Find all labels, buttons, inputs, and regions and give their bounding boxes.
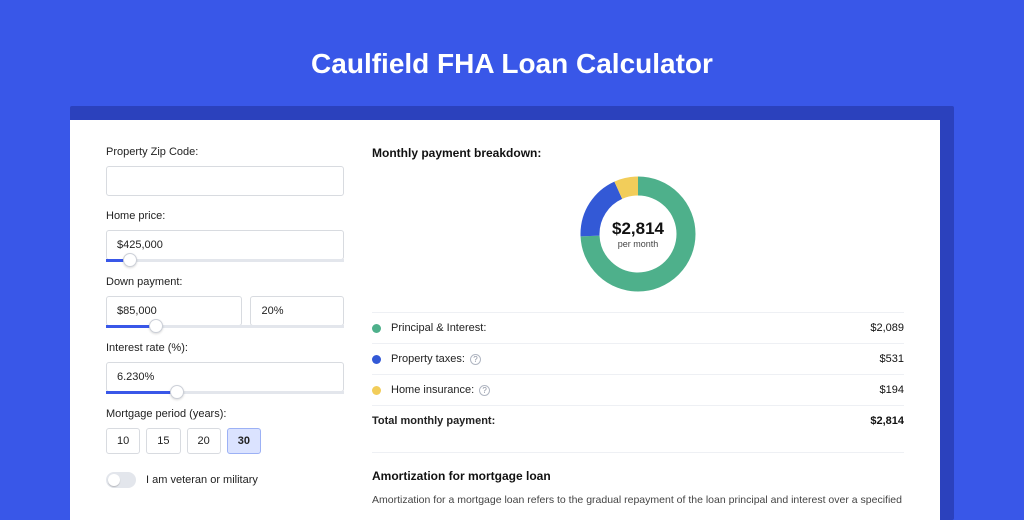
amortization-heading: Amortization for mortgage loan bbox=[372, 452, 904, 483]
breakdown-label-insurance-text: Home insurance: bbox=[391, 384, 474, 396]
down-payment-amount-input[interactable] bbox=[106, 296, 242, 326]
veteran-label: I am veteran or military bbox=[146, 474, 258, 486]
donut-center: $2,814 per month bbox=[612, 219, 664, 249]
calculator-card: Property Zip Code: Home price: Down paym… bbox=[70, 120, 940, 520]
interest-rate-input[interactable] bbox=[106, 362, 344, 392]
info-icon[interactable]: ? bbox=[479, 385, 490, 396]
info-icon[interactable]: ? bbox=[470, 354, 481, 365]
breakdown-value-taxes: $531 bbox=[880, 353, 904, 365]
breakdown-heading: Monthly payment breakdown: bbox=[372, 146, 904, 160]
amortization-body: Amortization for a mortgage loan refers … bbox=[372, 493, 904, 509]
interest-rate-group: Interest rate (%): bbox=[106, 342, 344, 394]
dot-taxes bbox=[372, 355, 381, 364]
page-title: Caulfield FHA Loan Calculator bbox=[0, 0, 1024, 106]
breakdown-label-insurance: Home insurance: ? bbox=[391, 384, 880, 396]
home-price-group: Home price: bbox=[106, 210, 344, 262]
payment-donut: $2,814 per month bbox=[578, 174, 698, 294]
down-payment-group: Down payment: bbox=[106, 276, 344, 328]
dot-principal bbox=[372, 324, 381, 333]
breakdown-label-principal: Principal & Interest: bbox=[391, 322, 870, 334]
breakdown-row-taxes: Property taxes: ? $531 bbox=[372, 343, 904, 374]
interest-rate-slider-thumb[interactable] bbox=[170, 385, 184, 399]
interest-rate-slider[interactable] bbox=[106, 391, 344, 394]
breakdown-value-insurance: $194 bbox=[880, 384, 904, 396]
breakdown-label-taxes: Property taxes: ? bbox=[391, 353, 880, 365]
down-payment-slider[interactable] bbox=[106, 325, 344, 328]
home-price-input[interactable] bbox=[106, 230, 344, 260]
dot-insurance bbox=[372, 386, 381, 395]
breakdown-row-insurance: Home insurance: ? $194 bbox=[372, 374, 904, 405]
home-price-slider-thumb[interactable] bbox=[123, 253, 137, 267]
period-group: Mortgage period (years): 10 15 20 30 bbox=[106, 408, 344, 454]
home-price-label: Home price: bbox=[106, 210, 344, 222]
down-payment-slider-thumb[interactable] bbox=[149, 319, 163, 333]
down-payment-pct-input[interactable] bbox=[250, 296, 344, 326]
breakdown-row-principal: Principal & Interest: $2,089 bbox=[372, 312, 904, 343]
breakdown-label-total: Total monthly payment: bbox=[372, 415, 870, 427]
donut-wrap: $2,814 per month bbox=[372, 174, 904, 294]
zip-label: Property Zip Code: bbox=[106, 146, 344, 158]
home-price-slider[interactable] bbox=[106, 259, 344, 262]
results-column: Monthly payment breakdown: $2,814 per mo… bbox=[372, 146, 904, 494]
period-btn-30[interactable]: 30 bbox=[227, 428, 261, 454]
zip-input[interactable] bbox=[106, 166, 344, 196]
period-btn-10[interactable]: 10 bbox=[106, 428, 140, 454]
breakdown-value-principal: $2,089 bbox=[870, 322, 904, 334]
period-label: Mortgage period (years): bbox=[106, 408, 344, 420]
outer-card: Property Zip Code: Home price: Down paym… bbox=[70, 106, 954, 520]
zip-field-group: Property Zip Code: bbox=[106, 146, 344, 196]
breakdown-row-total: Total monthly payment: $2,814 bbox=[372, 405, 904, 436]
interest-rate-label: Interest rate (%): bbox=[106, 342, 344, 354]
form-column: Property Zip Code: Home price: Down paym… bbox=[106, 146, 344, 494]
donut-amount: $2,814 bbox=[612, 219, 664, 239]
period-btn-15[interactable]: 15 bbox=[146, 428, 180, 454]
period-btn-20[interactable]: 20 bbox=[187, 428, 221, 454]
breakdown-label-taxes-text: Property taxes: bbox=[391, 353, 465, 365]
breakdown-value-total: $2,814 bbox=[870, 415, 904, 427]
donut-sub: per month bbox=[612, 239, 664, 249]
down-payment-label: Down payment: bbox=[106, 276, 344, 288]
period-options: 10 15 20 30 bbox=[106, 428, 344, 454]
veteran-toggle[interactable] bbox=[106, 472, 136, 488]
veteran-row: I am veteran or military bbox=[106, 472, 344, 488]
